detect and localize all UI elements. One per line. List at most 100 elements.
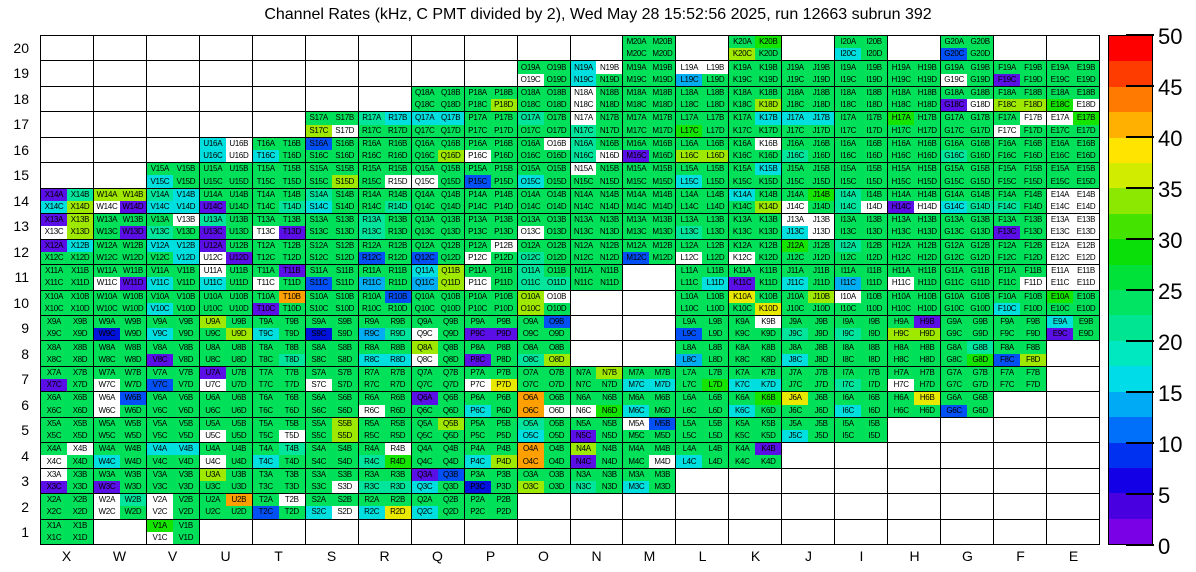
channel-quadrant: U14C: [199, 200, 226, 214]
channel-quadrant: H13C: [888, 226, 915, 239]
channel-quadrant: G14B: [967, 188, 994, 201]
channel-quadrant: P14D: [490, 200, 517, 214]
channel-quadrant: P7C: [464, 379, 491, 392]
channel-quadrant: U6A: [199, 392, 226, 405]
channel-quadrant: J7A: [782, 366, 809, 380]
channel-quadrant: O14A: [517, 188, 544, 201]
channel-quadrant: S11A: [305, 265, 332, 278]
colorbar-tick-label: 15: [1158, 381, 1183, 406]
channel-quadrant: Q15B: [437, 163, 464, 176]
channel-quadrant: U8D: [225, 353, 252, 366]
channel-cell: X5A X5B X5C X5D: [41, 417, 94, 444]
channel-quadrant: M5C: [623, 429, 650, 443]
channel-cell: [676, 494, 730, 520]
channel-quadrant: V12C: [146, 251, 173, 265]
channel-cell: [93, 61, 147, 87]
channel-cell: O17A O17B O17C O17D: [517, 112, 571, 138]
channel-quadrant: K9B: [755, 315, 782, 329]
channel-quadrant: S2C: [305, 506, 332, 519]
channel-quadrant: R3C: [358, 480, 385, 494]
channel-quadrant: Q14C: [411, 200, 438, 214]
channel-quadrant: E12D: [1073, 251, 1099, 265]
channel-quadrant: R11A: [358, 265, 385, 278]
channel-quadrant: N16C: [570, 150, 597, 163]
channel-quadrant: R7C: [358, 379, 385, 392]
channel-quadrant: T2A: [252, 494, 279, 507]
channel-quadrant: Q6A: [411, 392, 438, 405]
channel-quadrant: P11B: [490, 265, 517, 278]
channel-quadrant: S16D: [331, 150, 358, 163]
channel-quadrant: T14C: [252, 200, 279, 214]
channel-quadrant: G17D: [967, 124, 994, 137]
channel-quadrant: E15A: [1047, 163, 1074, 176]
channel-quadrant: W6D: [119, 404, 146, 417]
channel-quadrant: P3D: [490, 480, 517, 494]
channel-quadrant: T8A: [252, 341, 279, 354]
colorbar-band: [1109, 188, 1152, 214]
channel-quadrant: L17D: [702, 124, 729, 137]
channel-quadrant: K7A: [729, 366, 756, 380]
channel-quadrant: K7C: [729, 379, 756, 392]
channel-quadrant: S8B: [331, 341, 358, 354]
channel-quadrant: J14C: [782, 200, 809, 214]
channel-quadrant: E9A: [1047, 315, 1074, 329]
channel-quadrant: S15B: [331, 163, 358, 176]
channel-quadrant: L8C: [676, 353, 703, 366]
channel-cell: [888, 494, 942, 520]
channel-cell: T2A T2B T2C T2D: [252, 494, 306, 520]
channel-quadrant: O10D: [543, 302, 570, 315]
x-axis-label: M: [643, 548, 656, 564]
channel-cell: N13A N13B N13C N13D: [570, 214, 624, 240]
channel-quadrant: X10D: [66, 302, 93, 315]
channel-cell: T9A T9B T9C T9D: [252, 315, 306, 342]
channel-quadrant: N14D: [596, 200, 623, 214]
channel-cell: M7A M7B M7C M7D: [623, 366, 677, 393]
channel-cell: [93, 112, 147, 138]
channel-quadrant: O17D: [543, 124, 570, 137]
channel-quadrant: T11C: [252, 277, 279, 290]
channel-cell: M3A M3B M3C M3D: [623, 468, 677, 495]
channel-quadrant: J19D: [808, 73, 835, 86]
channel-quadrant: T4B: [278, 443, 305, 456]
channel-quadrant: S12B: [331, 239, 358, 252]
channel-quadrant: O15C: [517, 175, 544, 188]
colorbar-band: [1109, 340, 1152, 367]
channel-quadrant: K5B: [755, 417, 782, 430]
channel-quadrant: S17C: [305, 124, 332, 137]
channel-quadrant: R12B: [384, 239, 411, 252]
channel-quadrant: V6C: [146, 404, 173, 417]
channel-quadrant: Q18B: [437, 86, 464, 100]
channel-cell: I19A I19B I19C I19D: [835, 61, 889, 87]
channel-quadrant: U4A: [199, 443, 226, 456]
channel-quadrant: S13A: [305, 214, 332, 227]
colorbar-tick: [1126, 289, 1154, 291]
channel-cell: [623, 519, 677, 545]
channel-quadrant: P14B: [490, 188, 517, 201]
channel-quadrant: X9A: [41, 315, 67, 329]
channel-quadrant: Q17C: [411, 124, 438, 137]
channel-cell: [994, 417, 1048, 444]
channel-quadrant: J17B: [808, 112, 835, 125]
channel-quadrant: H14A: [888, 188, 915, 201]
y-axis-label: 14: [13, 192, 29, 209]
channel-quadrant: V5A: [146, 417, 173, 430]
channel-quadrant: K6B: [755, 392, 782, 405]
channel-quadrant: U4D: [225, 455, 252, 468]
channel-quadrant: R3D: [384, 480, 411, 494]
colorbar-band: [1109, 239, 1152, 265]
channel-quadrant: F17B: [1020, 112, 1047, 125]
channel-cell: G7A G7B G7C G7D: [941, 366, 995, 393]
y-axis-label: 19: [13, 65, 29, 82]
channel-quadrant: R3A: [358, 468, 385, 481]
plot-grid: M20A M20B M20C M20D K20A K20B K20C K20D I20A I20B…: [40, 35, 1100, 545]
channel-quadrant: N19A: [570, 61, 597, 74]
channel-quadrant: K11A: [729, 265, 756, 278]
channel-quadrant: U13C: [199, 226, 226, 239]
channel-quadrant: J8A: [782, 341, 809, 354]
channel-quadrant: O17A: [517, 112, 544, 125]
channel-quadrant: S17D: [331, 124, 358, 137]
channel-cell: O10A O10B O10C O10D: [517, 290, 571, 316]
channel-quadrant: P10D: [490, 302, 517, 315]
channel-quadrant: M3B: [649, 468, 676, 481]
